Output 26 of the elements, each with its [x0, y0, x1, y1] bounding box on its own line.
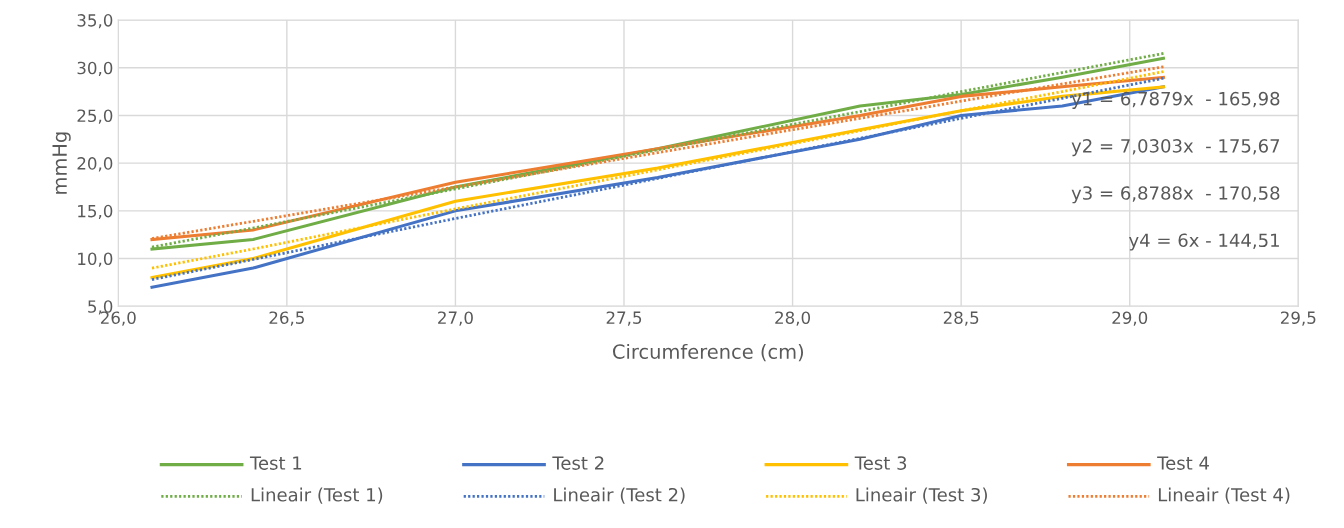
legend-label: Test 1: [249, 456, 302, 470]
x-tick-label: 29,5: [1280, 311, 1316, 326]
y-tick-label: 15,0: [78, 204, 113, 220]
legend-label: Test 4: [1157, 456, 1209, 470]
annotation: y4 = 6x - 144,51: [1129, 233, 1279, 251]
legend-label: Lineair (Test 3): [856, 487, 987, 504]
x-tick-label: 27,0: [438, 311, 473, 326]
x-tick-label: 27,5: [606, 311, 642, 326]
x-tick-label: 29,0: [1112, 311, 1148, 326]
legend-label: Lineair (Test 2): [554, 487, 685, 504]
x-tick-label: 28,5: [943, 311, 979, 326]
annotation: y3 = 6,8788x - 170,58: [1071, 186, 1280, 204]
y-tick-label: 25,0: [77, 109, 113, 124]
y-tick-label: 30,0: [77, 61, 113, 77]
y-tick-label: 35,0: [77, 14, 113, 29]
legend-label: Lineair (Test 4): [1158, 487, 1290, 504]
y-axis-title: mmHg: [52, 132, 71, 194]
x-tick-label: 26,5: [269, 311, 304, 326]
y-tick-label: 10,0: [78, 252, 113, 267]
legend-label: Test 3: [854, 456, 907, 470]
legend-label: Test 2: [552, 456, 604, 470]
y-tick-label: 20,0: [77, 157, 113, 172]
x-tick-label: 28,0: [775, 311, 811, 326]
x-axis-title: Circumference (cm): [612, 343, 804, 362]
annotation: y2 = 7,0303x - 175,67: [1071, 138, 1280, 157]
legend-label: Lineair (Test 1): [251, 487, 383, 504]
